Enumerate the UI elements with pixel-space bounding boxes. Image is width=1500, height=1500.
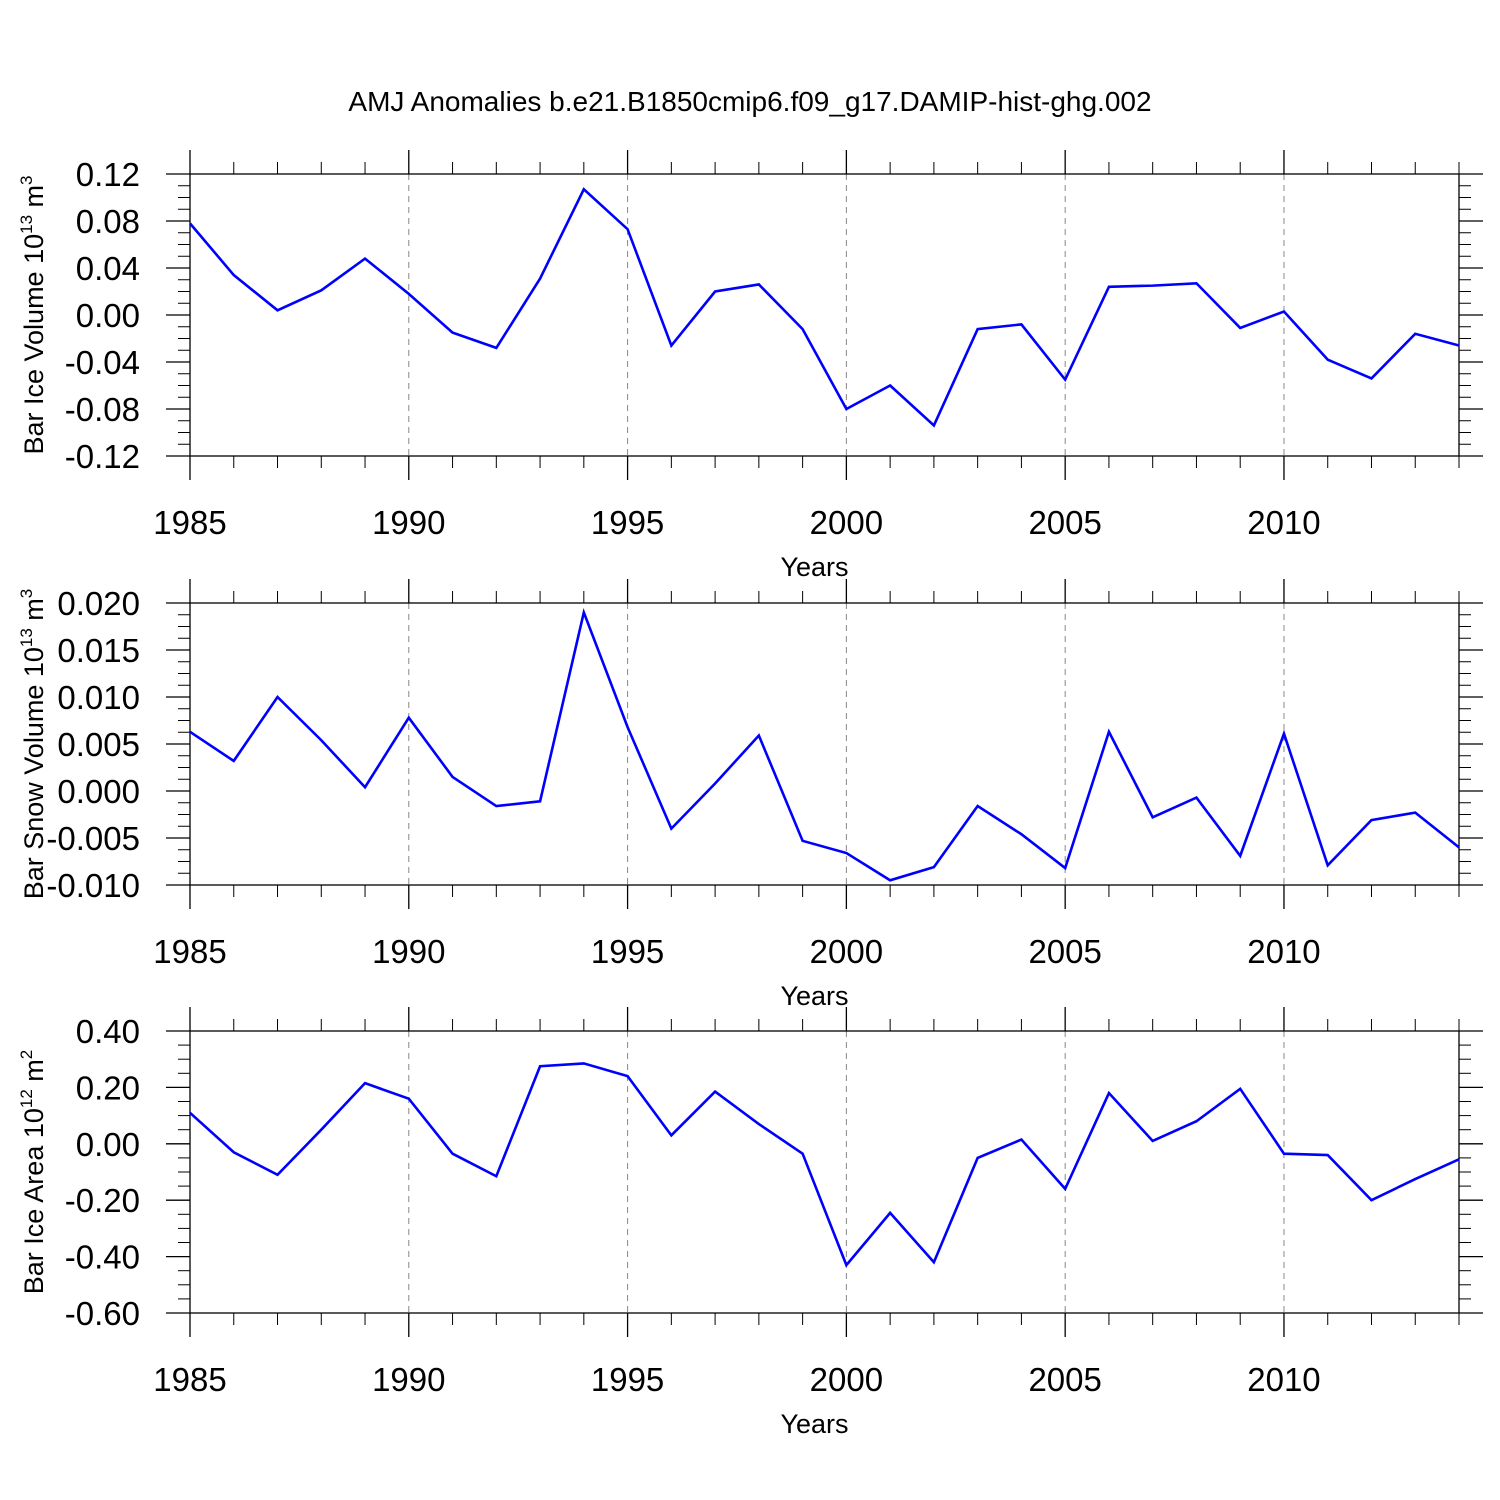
y-tick-label: 0.20 — [76, 1069, 140, 1106]
y-tick-label: -0.40 — [65, 1239, 140, 1276]
x-tick-label: 2005 — [1028, 504, 1101, 541]
y-tick-label: 0.04 — [76, 250, 140, 287]
y-tick-label: -0.08 — [65, 391, 140, 428]
x-tick-label: 2000 — [810, 1361, 883, 1398]
x-tick-label: 1985 — [153, 933, 226, 970]
y-axis-title-text: Bar Snow Volume 10 — [19, 647, 49, 899]
y-tick-label: 0.12 — [76, 156, 140, 193]
y-axis-title-superscript: 2 — [17, 1050, 36, 1059]
y-axis-title-text: m — [19, 1059, 49, 1089]
y-axis-title-text: m — [19, 598, 49, 628]
y-axis-title-superscript: 3 — [17, 589, 36, 598]
y-axis-title-text: m — [19, 185, 49, 215]
x-tick-label: 1990 — [372, 504, 445, 541]
plot-frame — [189, 1030, 1460, 1314]
y-tick-label: 0.005 — [57, 726, 140, 763]
x-tick-label: 2010 — [1247, 1361, 1320, 1398]
y-tick-label: -0.20 — [65, 1182, 140, 1219]
y-axis-title-superscript: 12 — [17, 1089, 36, 1108]
y-axis-title: Bar Snow Volume 1013 m3 — [17, 589, 49, 900]
y-tick-label: 0.020 — [57, 585, 140, 622]
y-axis-title-text: Bar Ice Volume 10 — [19, 234, 49, 455]
panel-bar-ice-area: 1985 1990 1995 2000 2005 2010 -0.60 -0.40 -0.20 0… — [17, 1007, 1483, 1439]
y-axis-title-superscript: 3 — [17, 175, 36, 184]
figure-title: AMJ Anomalies b.e21.B1850cmip6.f09_g17.D… — [348, 86, 1152, 117]
y-tick-label: 0.015 — [57, 632, 140, 669]
panel-bar-snow-volume: 1985 1990 1995 2000 2005 2010 -0.010 -0.005 0.00… — [17, 579, 1483, 1011]
x-tick-label: 1990 — [372, 933, 445, 970]
y-axis-title: Bar Ice Volume 1013 m3 — [17, 175, 49, 454]
series-line — [189, 1062, 1460, 1268]
y-axis-title: Bar Ice Area 1012 m2 — [17, 1050, 49, 1295]
series-line — [189, 607, 1460, 882]
x-tick-label: 1995 — [591, 1361, 664, 1398]
y-tick-label: 0.08 — [76, 203, 140, 240]
plot-frame — [189, 173, 1460, 457]
y-tick-label: 0.000 — [57, 773, 140, 810]
x-axis-title: Years — [780, 552, 848, 582]
y-tick-label: -0.12 — [65, 438, 140, 475]
y-tick-label: 0.00 — [76, 297, 140, 334]
x-axis-title: Years — [780, 981, 848, 1011]
x-tick-label: 2010 — [1247, 933, 1320, 970]
x-tick-label: 2000 — [810, 933, 883, 970]
y-tick-label: -0.04 — [65, 344, 140, 381]
x-tick-label: 2005 — [1028, 933, 1101, 970]
y-tick-label: -0.005 — [46, 820, 140, 857]
y-tick-label: 0.010 — [57, 679, 140, 716]
plot-frame — [189, 602, 1460, 886]
x-tick-label: 1985 — [153, 1361, 226, 1398]
y-axis-title-superscript: 13 — [17, 628, 36, 647]
series-line — [189, 187, 1460, 428]
y-tick-label: 0.00 — [76, 1126, 140, 1163]
x-tick-label: 1995 — [591, 504, 664, 541]
x-tick-label: 2005 — [1028, 1361, 1101, 1398]
x-tick-label: 1990 — [372, 1361, 445, 1398]
x-tick-label: 2010 — [1247, 504, 1320, 541]
x-tick-label: 2000 — [810, 504, 883, 541]
x-tick-label: 1995 — [591, 933, 664, 970]
y-axis-title-superscript: 13 — [17, 215, 36, 234]
panel-bar-ice-volume: 1985 1990 1995 2000 2005 2010 -0.12 -0.08 -0.04 0… — [17, 150, 1483, 582]
y-tick-label: -0.010 — [46, 867, 140, 904]
y-tick-label: -0.60 — [65, 1295, 140, 1332]
y-axis-title-text: Bar Ice Area 10 — [19, 1108, 49, 1294]
y-tick-label: 0.40 — [76, 1013, 140, 1050]
x-tick-label: 1985 — [153, 504, 226, 541]
x-axis-title: Years — [780, 1409, 848, 1439]
